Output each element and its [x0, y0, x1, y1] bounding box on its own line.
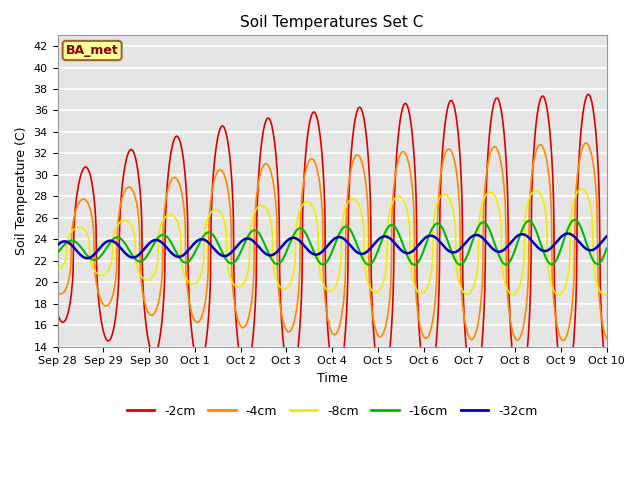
- Y-axis label: Soil Temperature (C): Soil Temperature (C): [15, 127, 28, 255]
- Text: BA_met: BA_met: [66, 44, 118, 57]
- Legend: -2cm, -4cm, -8cm, -16cm, -32cm: -2cm, -4cm, -8cm, -16cm, -32cm: [122, 400, 543, 423]
- Title: Soil Temperatures Set C: Soil Temperatures Set C: [241, 15, 424, 30]
- X-axis label: Time: Time: [317, 372, 348, 385]
